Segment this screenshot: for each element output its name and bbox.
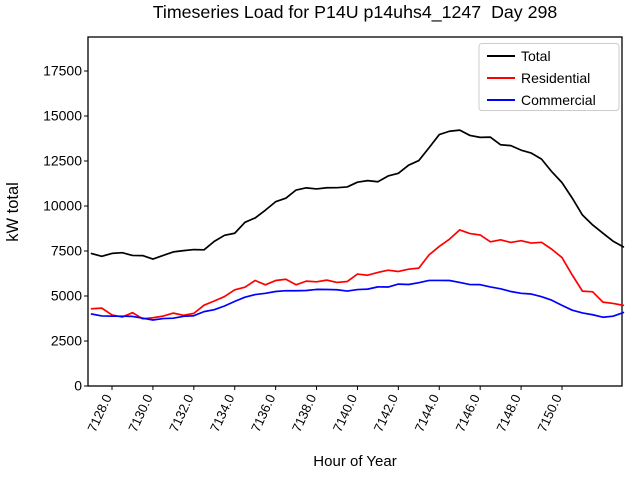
svg-text:2500: 2500 (51, 333, 82, 349)
svg-text:Hour of Year: Hour of Year (313, 453, 396, 470)
svg-text:12500: 12500 (43, 153, 82, 169)
svg-text:0: 0 (74, 378, 82, 394)
svg-text:Total: Total (521, 48, 551, 64)
svg-text:17500: 17500 (43, 63, 82, 79)
svg-text:15000: 15000 (43, 108, 82, 124)
svg-text:7500: 7500 (51, 243, 82, 259)
svg-text:Commercial: Commercial (521, 92, 596, 108)
svg-text:5000: 5000 (51, 288, 82, 304)
svg-text:kW total: kW total (4, 182, 22, 242)
svg-text:10000: 10000 (43, 198, 82, 214)
svg-text:Timeseries Load for P14U p14uh: Timeseries Load for P14U p14uhs4_1247 Da… (153, 2, 558, 23)
svg-text:Residential: Residential (521, 70, 590, 86)
